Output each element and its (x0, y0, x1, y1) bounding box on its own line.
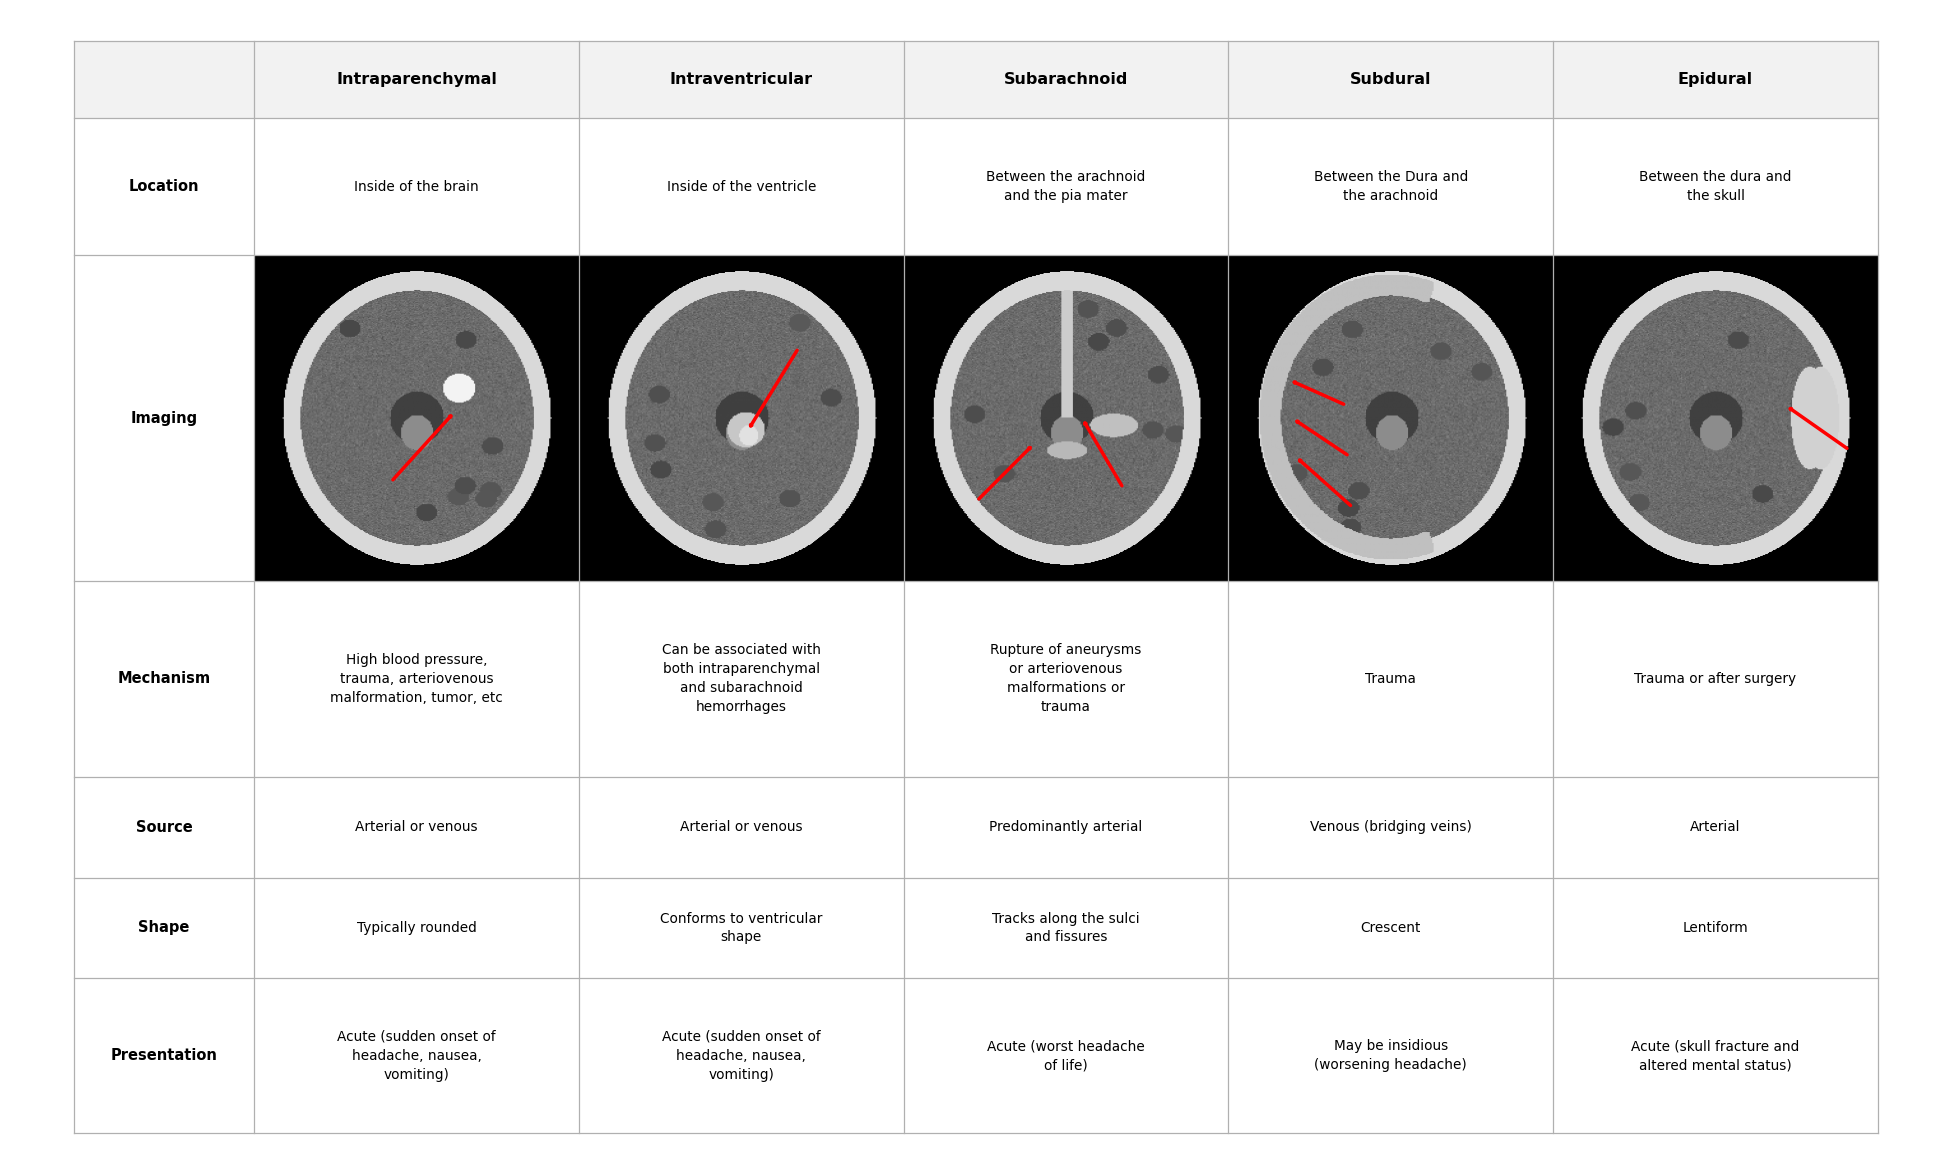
Text: Location: Location (128, 179, 200, 194)
Bar (1553, 581, 1877, 777)
Text: Crescent: Crescent (1359, 921, 1419, 935)
Bar (254, 256, 578, 581)
Text: Intraparenchymal: Intraparenchymal (335, 72, 496, 87)
Text: Between the arachnoid
and the pia mater: Between the arachnoid and the pia mater (985, 171, 1146, 203)
Bar (578, 119, 904, 256)
Text: Acute (skull fracture and
altered mental status): Acute (skull fracture and altered mental… (1631, 1039, 1799, 1073)
Text: Acute (sudden onset of
headache, nausea,
vomiting): Acute (sudden onset of headache, nausea,… (661, 1030, 820, 1082)
Text: Tracks along the sulci
and fissures: Tracks along the sulci and fissures (991, 911, 1140, 945)
Text: Trauma or after surgery: Trauma or after surgery (1635, 672, 1796, 686)
Text: Subarachnoid: Subarachnoid (1002, 72, 1128, 87)
Bar (904, 877, 1227, 978)
Bar (1227, 978, 1553, 1133)
Text: Between the dura and
the skull: Between the dura and the skull (1638, 171, 1792, 203)
Bar (904, 777, 1227, 877)
Text: Arterial or venous: Arterial or venous (679, 820, 803, 834)
Text: Typically rounded: Typically rounded (357, 921, 477, 935)
Bar (1553, 41, 1877, 119)
Bar (254, 119, 578, 256)
Bar (578, 978, 904, 1133)
Bar (904, 978, 1227, 1133)
Bar (578, 256, 904, 581)
Text: Intraventricular: Intraventricular (669, 72, 812, 87)
Bar (74, 978, 254, 1133)
Text: May be insidious
(worsening headache): May be insidious (worsening headache) (1315, 1039, 1466, 1073)
Text: Subdural: Subdural (1350, 72, 1431, 87)
Text: Acute (worst headache
of life): Acute (worst headache of life) (987, 1039, 1144, 1073)
Bar (1553, 119, 1877, 256)
Bar (578, 777, 904, 877)
Text: Inside of the brain: Inside of the brain (355, 180, 479, 194)
Text: Trauma: Trauma (1365, 672, 1415, 686)
Bar (1227, 119, 1553, 256)
Bar (1227, 41, 1553, 119)
Text: Can be associated with
both intraparenchymal
and subarachnoid
hemorrhages: Can be associated with both intraparench… (661, 644, 820, 715)
Text: Presentation: Presentation (111, 1048, 217, 1063)
Bar (1553, 877, 1877, 978)
Text: Lentiform: Lentiform (1681, 921, 1747, 935)
Bar (254, 41, 578, 119)
Bar (74, 877, 254, 978)
Bar (904, 41, 1227, 119)
Text: Conforms to ventricular
shape: Conforms to ventricular shape (659, 911, 822, 945)
Bar (74, 119, 254, 256)
Bar (74, 581, 254, 777)
Bar (1227, 877, 1553, 978)
Bar (904, 581, 1227, 777)
Bar (254, 581, 578, 777)
Text: Rupture of aneurysms
or arteriovenous
malformations or
trauma: Rupture of aneurysms or arteriovenous ma… (989, 644, 1142, 715)
Text: Shape: Shape (138, 920, 190, 935)
Text: Acute (sudden onset of
headache, nausea,
vomiting): Acute (sudden onset of headache, nausea,… (337, 1030, 496, 1082)
Bar (254, 978, 578, 1133)
Text: Epidural: Epidural (1677, 72, 1753, 87)
Text: Arterial: Arterial (1689, 820, 1739, 834)
Bar (904, 256, 1227, 581)
Bar (1553, 777, 1877, 877)
Bar (1227, 777, 1553, 877)
Bar (74, 777, 254, 877)
Text: Imaging: Imaging (130, 410, 198, 425)
Text: Arterial or venous: Arterial or venous (355, 820, 477, 834)
Text: Between the Dura and
the arachnoid: Between the Dura and the arachnoid (1313, 171, 1468, 203)
Bar (74, 41, 254, 119)
Bar (254, 877, 578, 978)
Bar (578, 877, 904, 978)
Bar (74, 256, 254, 581)
Text: Source: Source (136, 820, 192, 834)
Text: Mechanism: Mechanism (116, 672, 211, 687)
Bar (904, 119, 1227, 256)
Bar (1553, 978, 1877, 1133)
Bar (1227, 581, 1553, 777)
Text: Inside of the ventricle: Inside of the ventricle (667, 180, 816, 194)
Bar (1227, 256, 1553, 581)
Bar (578, 41, 904, 119)
Text: High blood pressure,
trauma, arteriovenous
malformation, tumor, etc: High blood pressure, trauma, arterioveno… (330, 653, 502, 705)
Bar (254, 777, 578, 877)
Text: Predominantly arterial: Predominantly arterial (989, 820, 1142, 834)
Text: Venous (bridging veins): Venous (bridging veins) (1309, 820, 1472, 834)
Bar (578, 581, 904, 777)
Bar (1553, 256, 1877, 581)
